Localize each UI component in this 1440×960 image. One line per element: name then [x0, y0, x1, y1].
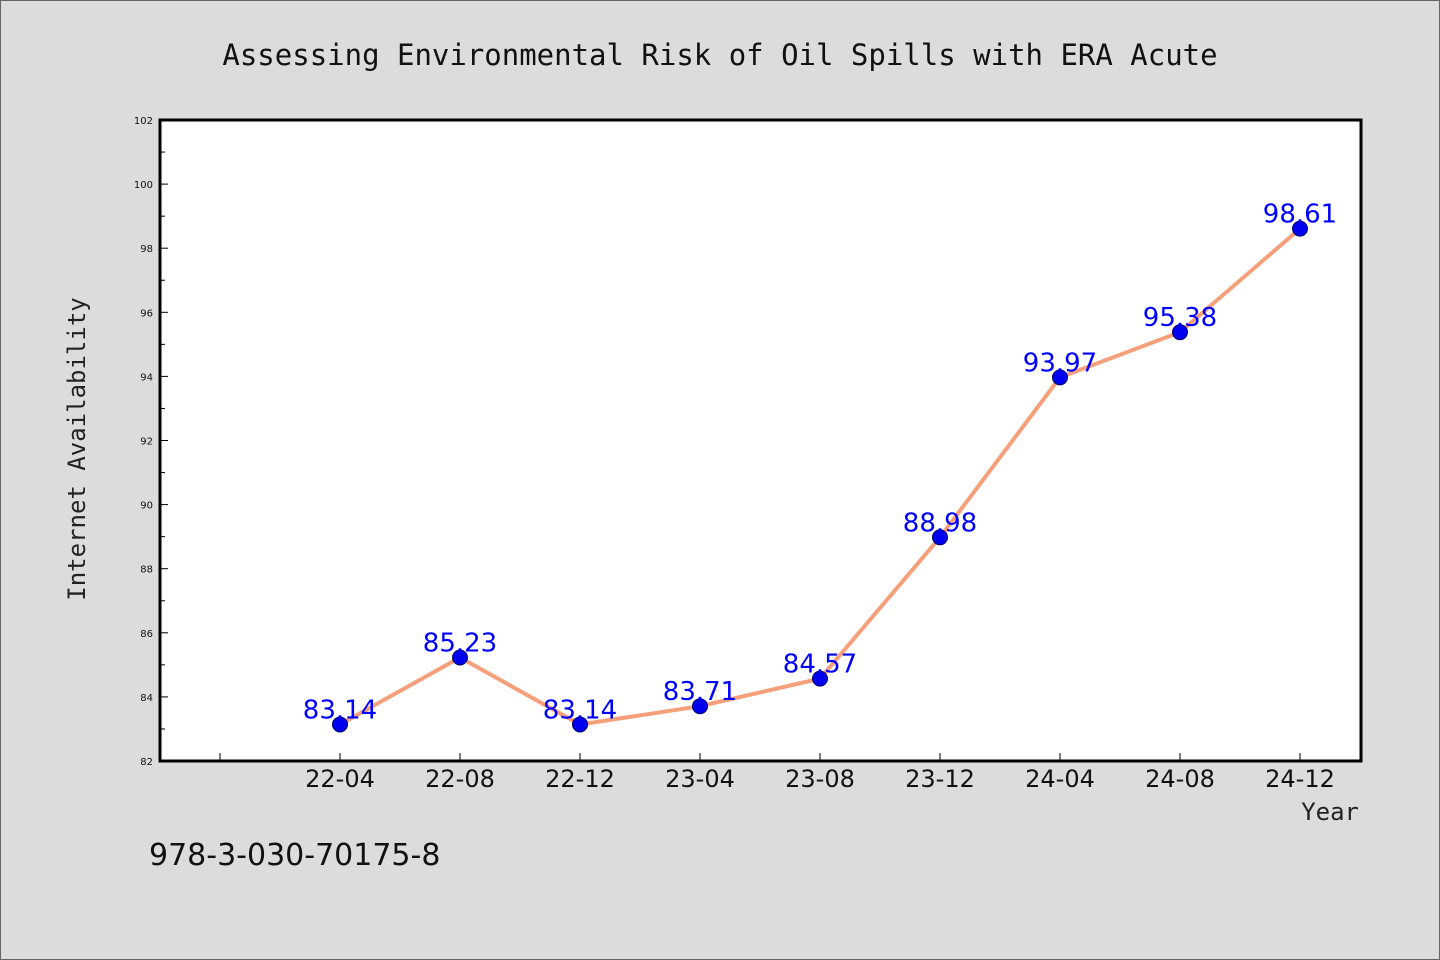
- data-point: [1292, 220, 1308, 237]
- x-tick-label: 22-08: [425, 765, 495, 793]
- chart-title: Assessing Environmental Risk of Oil Spil…: [222, 38, 1217, 72]
- y-tick-label: 88: [140, 565, 153, 576]
- data-label: 84.57: [783, 650, 857, 680]
- x-tick-label: 23-04: [665, 765, 735, 793]
- y-tick-label: 98: [140, 244, 153, 255]
- y-tick-label: 86: [140, 629, 153, 640]
- y-tick-label: 102: [134, 116, 153, 127]
- data-point: [932, 529, 948, 546]
- data-point: [452, 649, 468, 666]
- data-point: [332, 716, 348, 733]
- x-tick-label: 24-12: [1265, 765, 1335, 793]
- data-point: [1052, 369, 1068, 386]
- y-tick-label: 90: [140, 501, 153, 512]
- data-label: 88.98: [903, 508, 977, 538]
- data-point: [692, 698, 708, 715]
- y-tick-label: 94: [140, 372, 153, 383]
- y-axis-label: Internet Availability: [63, 297, 91, 600]
- x-tick-label: 22-04: [305, 765, 375, 793]
- x-tick-label: 23-08: [785, 765, 855, 793]
- data-label: 95.38: [1143, 303, 1217, 333]
- x-tick-label: 24-08: [1145, 765, 1215, 793]
- series-line-group: [332, 220, 1308, 733]
- x-axis: 22-04 22-08 22-12 23-04 23-08 23-12 24-04 24-08…: [219, 753, 1335, 793]
- y-tick-label: 84: [140, 693, 153, 704]
- data-point: [812, 670, 828, 687]
- data-point: [1172, 324, 1188, 341]
- x-axis-label: Year: [1301, 798, 1359, 826]
- x-tick-label: 24-04: [1025, 765, 1095, 793]
- data-label: 83.71: [663, 677, 737, 707]
- x-tick-label: 22-12: [545, 765, 615, 793]
- data-labels: 83.14 85.23 83.14 83.71 84.57 88.98 93.97 95.38…: [303, 200, 1337, 726]
- footer-isbn: 978-3-030-70175-8: [149, 838, 440, 873]
- y-tick-label: 100: [134, 180, 153, 191]
- y-axis: 82 84 86 88 90 92 94 96 98 100 102: [134, 116, 168, 768]
- plot-frame: [158, 118, 1363, 763]
- data-label: 93.97: [1023, 348, 1097, 378]
- x-tick-label: 23-12: [905, 765, 975, 793]
- y-tick-label: 82: [140, 757, 153, 768]
- plot-area: [160, 120, 1361, 761]
- data-label: 83.14: [303, 695, 377, 725]
- data-label: 83.14: [543, 695, 617, 725]
- data-label: 85.23: [423, 628, 497, 658]
- data-point: [572, 716, 588, 733]
- y-tick-label: 92: [140, 437, 153, 448]
- y-tick-label: 96: [140, 308, 153, 319]
- data-label: 98.61: [1263, 200, 1337, 230]
